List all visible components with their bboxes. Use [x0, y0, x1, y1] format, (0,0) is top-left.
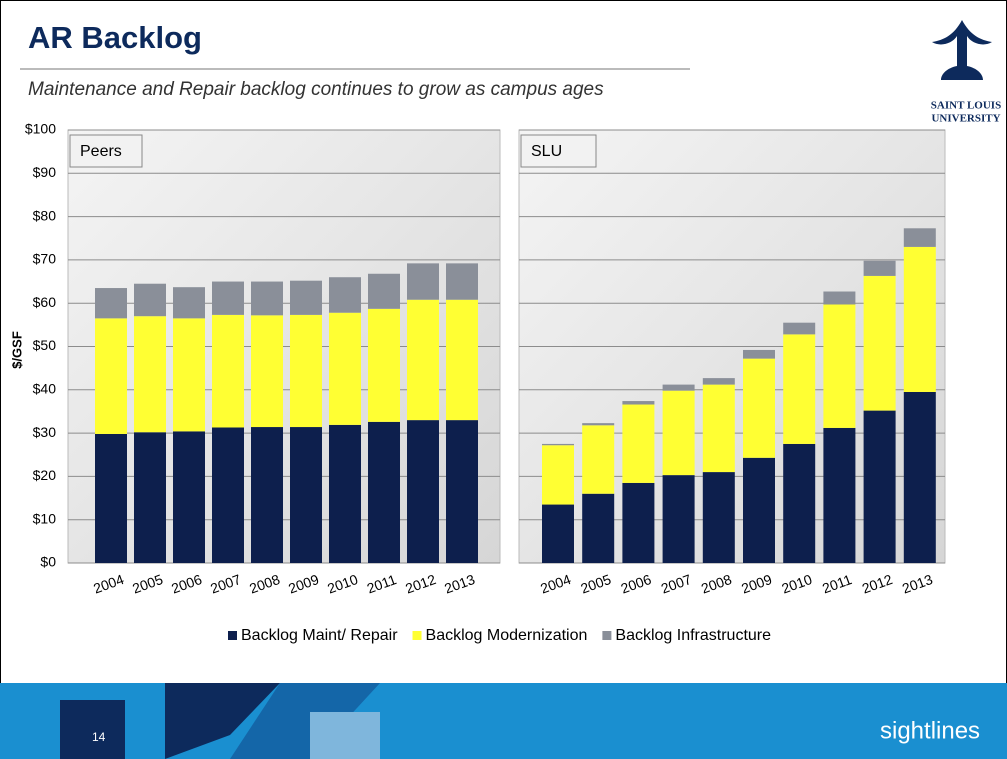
- bar-segment: [134, 432, 166, 563]
- bar-segment: [582, 423, 615, 426]
- bar-segment: [173, 431, 205, 563]
- bar-segment: [903, 246, 936, 392]
- bar-segment: [743, 457, 775, 563]
- bar-segment: [407, 420, 439, 563]
- bar-segment: [407, 263, 439, 300]
- footer-shape: [60, 700, 125, 759]
- brand: sightlines: [880, 717, 980, 744]
- bar-segment: [173, 318, 205, 432]
- bar-segment: [329, 277, 361, 313]
- bar-segment: [622, 404, 655, 483]
- slide-title: AR Backlog: [28, 20, 202, 55]
- footer-shape: [230, 683, 380, 759]
- bar-segment: [173, 287, 205, 319]
- y-axis-label: $/GSF: [9, 331, 24, 369]
- bar-segment: [542, 445, 574, 505]
- bar-segment: [95, 288, 127, 319]
- bar-segment: [134, 283, 166, 317]
- bar-segment: [743, 349, 775, 359]
- footer-shape: [310, 712, 380, 759]
- bar-segment: [622, 401, 655, 405]
- legend-swatch: [228, 631, 237, 640]
- bar-segment: [863, 260, 896, 276]
- bar-segment: [783, 322, 816, 335]
- legend-label: Backlog Infrastructure: [615, 627, 771, 644]
- bar-segment: [823, 291, 856, 305]
- y-tick-label: $100: [25, 121, 56, 137]
- logo-mark: [932, 20, 992, 80]
- legend-label: Backlog Modernization: [426, 627, 588, 644]
- bar-segment: [368, 308, 400, 422]
- legend-swatch: [412, 631, 422, 640]
- panel-label: Peers: [80, 143, 122, 160]
- bar-segment: [95, 318, 127, 434]
- bar-segment: [863, 410, 896, 563]
- bar-segment: [702, 472, 735, 563]
- bar-segment: [743, 358, 775, 458]
- bar-segment: [662, 475, 695, 563]
- bar-segment: [783, 443, 816, 563]
- bar-segment: [582, 425, 615, 494]
- bar-segment: [903, 391, 936, 563]
- bar-segment: [863, 275, 896, 411]
- bar-segment: [134, 316, 166, 433]
- y-tick-label: $70: [33, 251, 57, 267]
- bar-segment: [95, 433, 127, 563]
- bar-segment: [823, 304, 856, 428]
- panel-label-box: [69, 134, 143, 168]
- bar-segment: [251, 281, 283, 316]
- bar-segment: [212, 427, 244, 563]
- bar-segment: [368, 273, 400, 309]
- bar-segment: [783, 334, 816, 444]
- footer-shape: [165, 683, 280, 759]
- bar-segment: [290, 280, 322, 315]
- bar-segment: [823, 427, 856, 563]
- bar-segment: [368, 421, 400, 563]
- y-tick-label: $10: [33, 510, 57, 526]
- logo-text: UNIVERSITY: [931, 113, 1000, 125]
- y-tick-label: $60: [33, 294, 57, 310]
- footer-band: [0, 683, 1007, 759]
- bar-segment: [702, 378, 735, 385]
- bar-segment: [582, 493, 615, 563]
- bar-segment: [407, 299, 439, 421]
- y-tick-label: $0: [40, 554, 56, 570]
- y-tick-label: $90: [33, 164, 57, 180]
- legend-swatch: [602, 631, 612, 640]
- legend-label: Backlog Maint/ Repair: [241, 627, 398, 644]
- bar-segment: [702, 384, 735, 473]
- bar-segment: [290, 314, 322, 428]
- bar-segment: [329, 312, 361, 425]
- y-tick-label: $30: [33, 424, 57, 440]
- bar-segment: [446, 263, 478, 300]
- panel-label: SLU: [531, 143, 562, 160]
- bar-segment: [662, 384, 695, 391]
- y-tick-label: $50: [33, 337, 57, 353]
- bar-segment: [212, 314, 244, 428]
- y-tick-label: $20: [33, 467, 57, 483]
- bar-segment: [251, 315, 283, 428]
- bar-segment: [329, 424, 361, 563]
- bar-segment: [290, 427, 322, 563]
- logo-text: SAINT LOUIS: [931, 100, 1001, 112]
- bar-segment: [446, 299, 478, 421]
- bar-segment: [212, 281, 244, 315]
- bar-segment: [622, 482, 655, 563]
- panel-label-box: [520, 134, 597, 168]
- y-tick-label: $40: [33, 381, 57, 397]
- bar-segment: [542, 504, 574, 563]
- bar-segment: [542, 443, 574, 446]
- page-number: 14: [92, 730, 106, 744]
- bar-segment: [662, 390, 695, 476]
- bar-segment: [903, 228, 936, 247]
- bar-segment: [446, 420, 478, 563]
- bar-segment: [251, 427, 283, 563]
- subtitle: Maintenance and Repair backlog continues…: [28, 79, 604, 100]
- y-tick-label: $80: [33, 207, 57, 223]
